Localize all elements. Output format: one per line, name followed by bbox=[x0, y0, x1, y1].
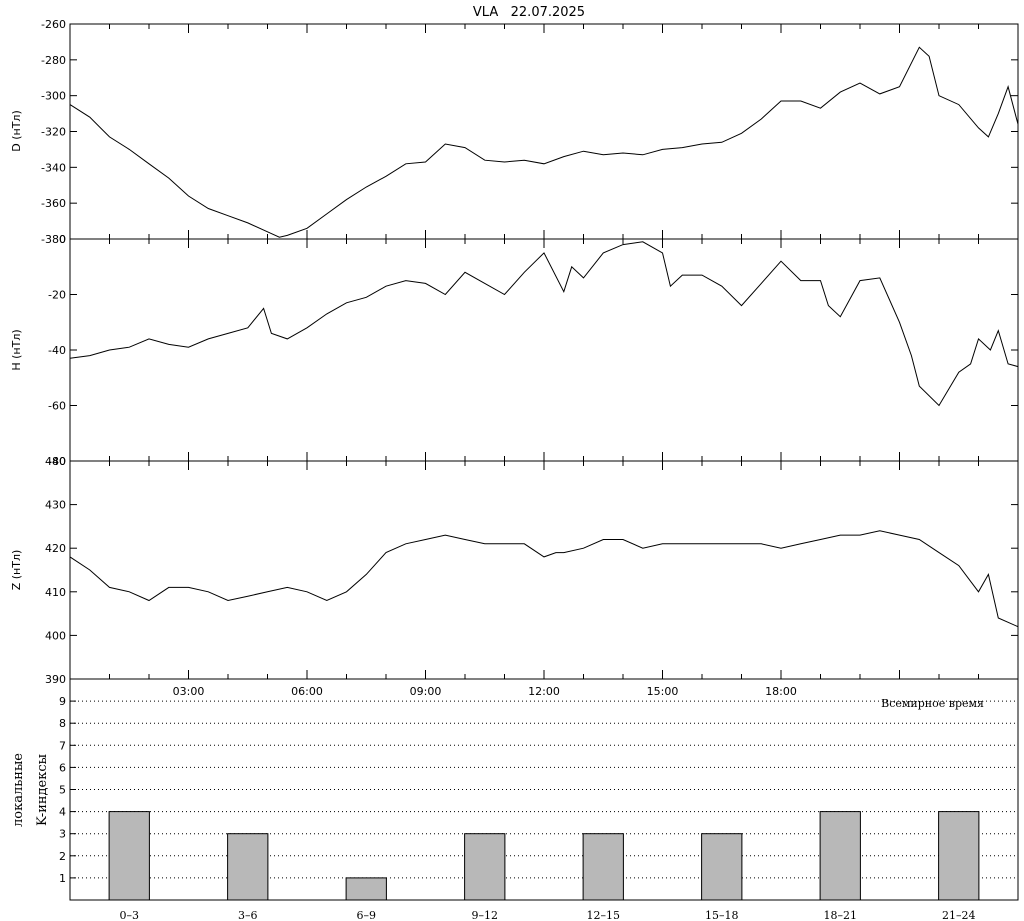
k-y-tick-label: 6 bbox=[59, 761, 66, 774]
y-tick-label: -280 bbox=[41, 54, 66, 67]
y-tick-label: -320 bbox=[41, 126, 66, 139]
panel-z-line bbox=[69, 530, 1019, 628]
y-tick-label: 390 bbox=[45, 673, 66, 686]
y-tick-label: -380 bbox=[41, 233, 66, 246]
k-category-label: 6–9 bbox=[357, 909, 377, 921]
k-category-label: 3–6 bbox=[238, 909, 258, 921]
x-tick-label: 09:00 bbox=[410, 685, 442, 698]
y-tick-label: 400 bbox=[45, 629, 66, 642]
x-axis-label: Всемирное время bbox=[881, 697, 984, 710]
x-tick-label: 03:00 bbox=[173, 685, 205, 698]
k-bar bbox=[701, 833, 743, 901]
panel-k-grid bbox=[70, 700, 1018, 879]
panel-d-ylabel: D (нТл) bbox=[10, 110, 23, 152]
panel-k-ylabel-line1: локальные bbox=[11, 753, 26, 827]
panel-h-line bbox=[69, 241, 1019, 407]
panel-z-frame bbox=[69, 460, 1019, 680]
k-y-tick-label: 5 bbox=[59, 784, 66, 797]
panel-h-frame bbox=[69, 238, 1019, 462]
y-tick-label: -340 bbox=[41, 161, 66, 174]
x-tick-label: 12:00 bbox=[528, 685, 560, 698]
x-tick-label: 15:00 bbox=[647, 685, 679, 698]
panel-k-categories: 0–3 3–6 6–9 9–12 12–15 15–18 18–21 21–24 bbox=[120, 909, 976, 921]
k-y-tick-label: 1 bbox=[59, 872, 66, 885]
k-y-tick-label: 8 bbox=[59, 717, 66, 730]
panel-d: -380 -360 -340 -320 -300 -280 -260 D (нТл) bbox=[10, 18, 1019, 246]
panel-h-ticks: -80 -60 -40 -20 0 bbox=[48, 233, 1018, 468]
k-y-tick-label: 7 bbox=[59, 739, 66, 752]
k-y-tick-label: 9 bbox=[59, 695, 66, 708]
k-bar bbox=[938, 811, 980, 901]
k-category-label: 15–18 bbox=[705, 909, 739, 921]
x-tick-label: 18:00 bbox=[765, 685, 797, 698]
panel-k-bars bbox=[108, 811, 980, 901]
k-bar bbox=[227, 833, 269, 901]
panel-z: 390 400 410 420 430 440 Z (нТл) bbox=[10, 455, 1019, 686]
k-category-label: 18–21 bbox=[824, 909, 858, 921]
y-tick-label: 410 bbox=[45, 586, 66, 599]
y-tick-label: -60 bbox=[48, 400, 66, 413]
panel-k: 1 2 3 4 5 6 7 8 9 0–3 3–6 6–9 9–12 12–15 15–18 18–21 21… bbox=[11, 678, 1019, 921]
panel-d-frame bbox=[69, 23, 1019, 240]
y-tick-label: -260 bbox=[41, 18, 66, 31]
k-y-tick-label: 2 bbox=[59, 850, 66, 863]
k-bar bbox=[819, 811, 861, 901]
k-category-label: 0–3 bbox=[120, 909, 140, 921]
k-bar bbox=[345, 877, 387, 901]
k-category-label: 12–15 bbox=[587, 909, 621, 921]
y-tick-label: 420 bbox=[45, 542, 66, 555]
chart-title: VLA 22.07.2025 bbox=[473, 5, 585, 20]
k-bar bbox=[108, 811, 150, 901]
y-tick-label: 440 bbox=[45, 455, 66, 468]
k-category-label: 21–24 bbox=[942, 909, 976, 921]
k-category-label: 9–12 bbox=[472, 909, 499, 921]
x-tick-label: 06:00 bbox=[291, 685, 323, 698]
k-y-tick-label: 3 bbox=[59, 828, 66, 841]
y-tick-label: -360 bbox=[41, 197, 66, 210]
panel-z-ticks: 390 400 410 420 430 440 bbox=[45, 455, 1018, 686]
panel-z-ylabel: Z (нТл) bbox=[10, 550, 23, 591]
k-y-tick-label: 4 bbox=[59, 806, 66, 819]
panel-k-frame bbox=[69, 678, 1019, 901]
panel-d-ticks: -380 -360 -340 -320 -300 -280 -260 bbox=[41, 18, 1018, 246]
y-tick-label: -20 bbox=[48, 289, 66, 302]
y-tick-label: -80 bbox=[48, 455, 66, 468]
y-tick-label: 430 bbox=[45, 499, 66, 512]
panel-d-line bbox=[69, 46, 1019, 238]
y-tick-label: -300 bbox=[41, 90, 66, 103]
panel-k-ticks: 1 2 3 4 5 6 7 8 9 bbox=[59, 695, 76, 885]
panel-k-ylabel-line2: K-индексы bbox=[35, 754, 50, 826]
y-tick-label: 0 bbox=[59, 233, 66, 246]
panel-h: -80 -60 -40 -20 0 H (нТл) bbox=[10, 233, 1019, 468]
y-tick-label: -40 bbox=[48, 344, 66, 357]
k-bar bbox=[582, 833, 624, 901]
panel-h-ylabel: H (нТл) bbox=[10, 329, 23, 370]
k-bar bbox=[464, 833, 506, 901]
x-axis-time: 03:00 06:00 09:00 12:00 15:00 18:00 bbox=[173, 685, 797, 698]
